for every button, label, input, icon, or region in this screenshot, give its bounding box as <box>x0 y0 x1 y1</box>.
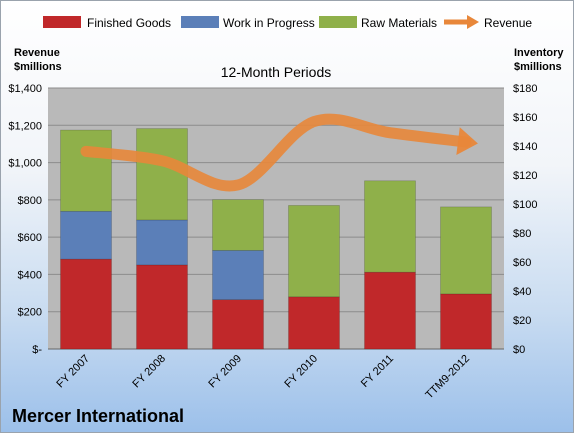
left-tick-label: $200 <box>18 307 42 319</box>
right-axis-title-line1: Inventory <box>514 47 564 59</box>
right-tick-label: $120 <box>513 170 537 182</box>
left-tick-label: $400 <box>18 269 42 281</box>
bar-raw-materials <box>288 205 340 298</box>
legend-swatch-raw-materials <box>319 16 357 28</box>
legend-label-revenue: Revenue <box>484 16 532 30</box>
x-tick-label: FY 2008 <box>130 353 168 391</box>
x-axis-ticks: FY 2007 FY 2008 FY 2009 FY 2010 FY 2011 TTM9-… <box>54 353 472 402</box>
bar-raw-materials <box>364 180 416 273</box>
bar-raw-materials <box>60 129 112 212</box>
legend-swatch-finished-goods <box>43 16 81 28</box>
bar-finished-goods <box>440 293 492 350</box>
bar-finished-goods <box>136 264 188 350</box>
right-tick-label: $20 <box>513 315 531 327</box>
right-tick-label: $100 <box>513 199 537 211</box>
legend-swatch-revenue <box>444 15 479 29</box>
bar-work-in-progress <box>60 210 112 260</box>
gridlines <box>48 87 504 350</box>
chart-title: 12-Month Periods <box>221 64 332 80</box>
left-tick-label: $600 <box>18 232 42 244</box>
x-tick-label: FY 2011 <box>359 353 396 390</box>
bar-raw-materials <box>440 206 492 295</box>
right-tick-label: $60 <box>513 257 531 269</box>
left-axis-ticks: $- $200 $400 $600 $800 $1,000 $1,200 $1,400 <box>8 83 42 356</box>
legend-label-work-in-progress: Work in Progress <box>223 16 315 30</box>
right-axis-ticks: $0 $20 $40 $60 $80 $100 $120 $140 $160 $180 <box>513 83 537 356</box>
bar-raw-materials <box>136 128 188 221</box>
left-tick-label: $- <box>32 344 42 356</box>
bar-raw-materials <box>212 199 264 251</box>
legend: Finished Goods Work in Progress Raw Mate… <box>43 15 532 30</box>
revenue-arrowhead <box>456 127 478 155</box>
bar-finished-goods <box>288 296 340 350</box>
bar-work-in-progress <box>212 250 264 300</box>
revenue-line-path <box>80 113 472 192</box>
left-tick-label: $1,000 <box>8 158 42 170</box>
right-tick-label: $80 <box>513 228 531 240</box>
company-name: Mercer International <box>12 406 184 426</box>
x-tick-label: TTM9-2012 <box>423 353 472 402</box>
x-tick-label: FY 2009 <box>206 353 244 391</box>
bar-finished-goods <box>60 258 112 350</box>
bars <box>60 128 492 350</box>
x-tick-label: FY 2010 <box>282 353 320 391</box>
plot-area <box>48 88 504 349</box>
left-tick-label: $1,400 <box>8 83 42 95</box>
revenue-line <box>80 113 478 192</box>
bar-finished-goods <box>364 271 416 350</box>
left-axis-title-line1: Revenue <box>14 47 60 59</box>
right-tick-label: $0 <box>513 344 525 356</box>
right-tick-label: $140 <box>513 141 537 153</box>
left-tick-label: $800 <box>18 195 42 207</box>
legend-label-finished-goods: Finished Goods <box>87 16 171 30</box>
legend-label-raw-materials: Raw Materials <box>361 16 437 30</box>
right-axis-title-line2: $millions <box>514 61 562 73</box>
legend-swatch-work-in-progress <box>181 16 219 28</box>
left-tick-label: $1,200 <box>8 120 42 132</box>
left-axis-title-line2: $millions <box>14 61 62 73</box>
right-tick-label: $180 <box>513 83 537 95</box>
bar-finished-goods <box>212 299 264 350</box>
bar-work-in-progress <box>136 219 188 266</box>
x-tick-label: FY 2007 <box>54 353 92 391</box>
right-tick-label: $160 <box>513 112 537 124</box>
right-tick-label: $40 <box>513 286 531 298</box>
